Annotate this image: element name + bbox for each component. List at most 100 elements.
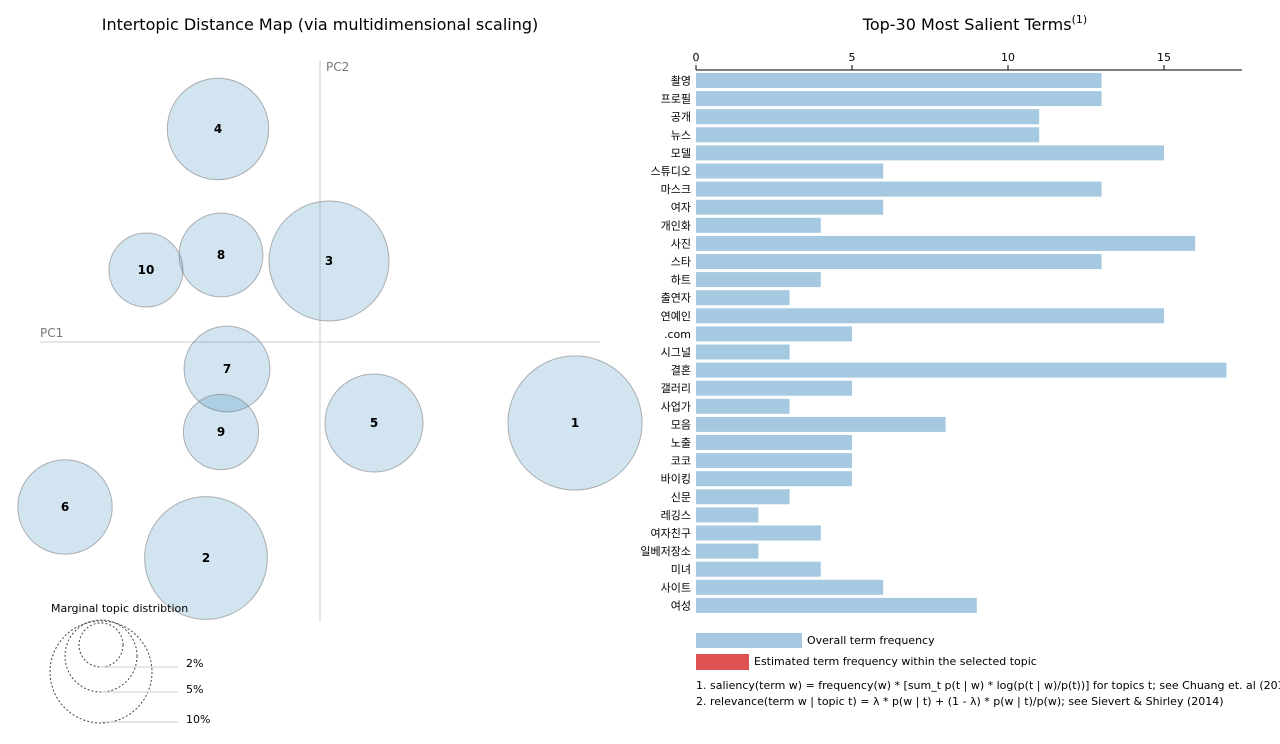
term-bar-10[interactable] [696, 254, 1102, 269]
topic-label-2[interactable]: 2 [202, 551, 210, 565]
term-label-13[interactable]: 연예인 [661, 310, 691, 323]
x-tick-10: 10 [1001, 51, 1015, 64]
term-label-20[interactable]: 노출 [671, 437, 691, 450]
term-bar-18[interactable] [696, 398, 790, 414]
term-label-1[interactable]: 프로필 [661, 93, 691, 106]
term-bar-9[interactable] [696, 235, 1196, 251]
topic-label-3[interactable]: 3 [325, 254, 333, 268]
topic-bubble-3[interactable] [268, 200, 390, 322]
term-bar-29[interactable] [696, 597, 977, 613]
size-circle-10pct [49, 620, 153, 724]
size-label-10pct: 10% [186, 713, 210, 726]
term-bar-4[interactable] [696, 145, 1164, 161]
topic-bubble-7[interactable] [183, 325, 271, 413]
term-label-19[interactable]: 모음 [671, 418, 691, 431]
term-label-26[interactable]: 일베저장소 [640, 544, 691, 558]
term-label-6[interactable]: 마스크 [661, 183, 691, 196]
topic-label-8[interactable]: 8 [217, 248, 225, 262]
term-bars[interactable] [696, 73, 1227, 613]
term-label-24[interactable]: 레깅스 [661, 509, 691, 522]
term-label-18[interactable]: 사업가 [661, 400, 691, 413]
legend-topic-label: Estimated term frequency within the sele… [754, 655, 1037, 668]
pc2-label: PC2 [326, 60, 349, 74]
pc1-label: PC1 [40, 326, 63, 340]
footnote-saliency: 1. saliency(term w) = frequency(w) * [su… [696, 679, 1280, 692]
term-label-27[interactable]: 미녀 [671, 563, 691, 576]
term-bar-15[interactable] [696, 344, 790, 360]
term-bar-17[interactable] [696, 380, 852, 396]
term-label-7[interactable]: 여자 [671, 201, 691, 214]
topic-label-10[interactable]: 10 [138, 263, 155, 277]
term-bar-27[interactable] [696, 561, 821, 577]
term-bar-7[interactable] [696, 199, 884, 215]
term-label-15[interactable]: 시그널 [661, 346, 691, 359]
topic-bubble-10[interactable] [108, 232, 184, 308]
term-label-4[interactable]: 모델 [671, 147, 691, 160]
term-bar-22[interactable] [696, 471, 852, 487]
term-bar-2[interactable] [696, 109, 1040, 125]
term-bar-23[interactable] [696, 489, 790, 505]
term-bar-19[interactable] [696, 416, 946, 432]
topic-label-6[interactable]: 6 [61, 500, 69, 514]
topic-bubble-1[interactable] [507, 355, 643, 491]
term-label-9[interactable]: 사진 [671, 237, 691, 250]
term-bar-26[interactable] [696, 543, 759, 559]
topic-bubble-2[interactable] [144, 496, 268, 620]
topic-label-5[interactable]: 5 [370, 416, 378, 430]
term-label-21[interactable]: 코코 [671, 455, 691, 468]
term-label-25[interactable]: 여자친구 [651, 527, 691, 540]
topic-label-4[interactable]: 4 [214, 122, 222, 136]
term-bar-24[interactable] [696, 507, 759, 523]
term-bar-13[interactable] [696, 308, 1164, 324]
topic-label-7[interactable]: 7 [223, 362, 231, 376]
term-label-14[interactable]: .com [664, 328, 691, 341]
x-tick-0: 0 [693, 51, 700, 64]
topic-label-9[interactable]: 9 [217, 425, 225, 439]
salient-terms-title: Top-30 Most Salient Terms(1) [862, 13, 1087, 34]
size-circle-5pct [64, 619, 138, 693]
term-label-12[interactable]: 출연자 [661, 292, 691, 305]
marginal-size-legend: 2% 5% 10% [49, 619, 210, 726]
salient-terms-title-text: Top-30 Most Salient Terms [862, 15, 1072, 34]
term-label-29[interactable]: 여성 [671, 599, 691, 612]
topic-bubbles[interactable]: 1 2 3 4 5 6 7 8 9 10 [17, 77, 643, 620]
term-label-22[interactable]: 바이킹 [661, 473, 691, 486]
marginal-topic-title: Marginal topic distribtion [51, 602, 188, 615]
topic-bubble-5[interactable] [324, 373, 424, 473]
term-bar-16[interactable] [696, 362, 1227, 378]
term-bar-20[interactable] [696, 435, 852, 450]
term-label-10[interactable]: 스타 [671, 256, 691, 269]
term-bar-11[interactable] [696, 272, 821, 288]
term-bar-8[interactable] [696, 217, 821, 233]
topic-label-1[interactable]: 1 [571, 416, 579, 430]
term-bar-5[interactable] [696, 163, 884, 179]
term-label-11[interactable]: 하트 [671, 273, 691, 287]
term-bar-6[interactable] [696, 181, 1102, 197]
term-label-8[interactable]: 개인화 [661, 219, 691, 232]
term-bar-1[interactable] [696, 91, 1102, 107]
term-label-0[interactable]: 촬영 [671, 75, 691, 88]
salient-terms-title-sup: (1) [1072, 13, 1088, 26]
term-label-5[interactable]: 스튜디오 [651, 165, 691, 178]
term-label-3[interactable]: 뉴스 [671, 129, 691, 142]
term-label-2[interactable]: 공개 [671, 111, 691, 124]
term-bar-3[interactable] [696, 127, 1040, 143]
footnote-relevance: 2. relevance(term w | topic t) = λ * p(w… [696, 695, 1224, 708]
term-label-17[interactable]: 갤러리 [661, 382, 691, 395]
topic-bubble-8[interactable] [178, 212, 264, 298]
topic-bubble-6[interactable] [17, 459, 113, 555]
term-label-28[interactable]: 사이트 [661, 581, 691, 594]
topic-bubble-9[interactable] [182, 393, 260, 471]
term-bar-14[interactable] [696, 326, 852, 342]
term-bar-25[interactable] [696, 525, 821, 541]
term-bar-12[interactable] [696, 290, 790, 306]
term-label-23[interactable]: 신문 [671, 491, 691, 504]
term-label-16[interactable]: 결혼 [671, 364, 691, 377]
term-bar-21[interactable] [696, 453, 852, 469]
term-bar-0[interactable] [696, 73, 1102, 88]
topic-bubble-4[interactable] [166, 77, 270, 181]
term-bar-28[interactable] [696, 579, 884, 595]
